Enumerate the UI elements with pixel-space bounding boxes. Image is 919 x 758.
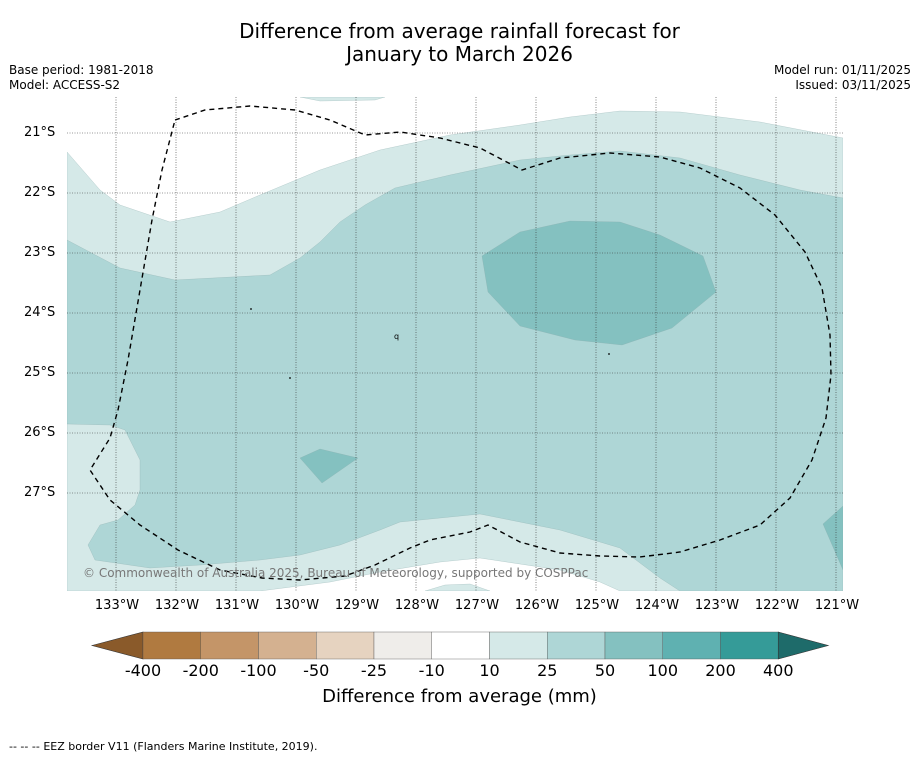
longitude-label: 128°W bbox=[394, 598, 440, 613]
latitude-label: 24°S bbox=[24, 305, 56, 320]
longitude-label: 129°W bbox=[334, 598, 380, 613]
contour-10-25-bottom bbox=[424, 583, 491, 591]
contour-50-100-small bbox=[299, 448, 359, 484]
base-period: Base period: 1981-2018 bbox=[9, 63, 154, 77]
copyright-text: © Commonwealth of Australia 2025, Bureau… bbox=[83, 566, 589, 580]
issued-date: Issued: 03/11/2025 bbox=[795, 78, 911, 92]
colorbar-swatch bbox=[431, 631, 490, 660]
colorbar-tick-label: 10 bbox=[479, 661, 500, 680]
longitude-label: 122°W bbox=[754, 598, 800, 613]
colorbar-tick-label: -50 bbox=[303, 661, 330, 680]
latitude-label: 26°S bbox=[24, 425, 56, 440]
colorbar-swatch bbox=[258, 631, 317, 660]
model-run: Model run: 01/11/2025 bbox=[773, 63, 911, 77]
longitude-label: 127°W bbox=[454, 598, 500, 613]
longitude-label: 123°W bbox=[694, 598, 740, 613]
colorbar-tick-label: 50 bbox=[594, 661, 616, 680]
speck-dot bbox=[608, 353, 610, 355]
map-title-line1: Difference from average rainfall forecas… bbox=[239, 19, 680, 43]
contour-10-25-top bbox=[299, 97, 386, 102]
colorbar bbox=[90, 631, 830, 660]
colorbar-title: Difference from average (mm) bbox=[322, 686, 597, 707]
latitude-label: 25°S bbox=[24, 365, 56, 380]
meta-left: Base period: 1981-2018 Model: ACCESS-S2 bbox=[9, 63, 154, 93]
graticule bbox=[67, 97, 843, 591]
latitude-label: 23°S bbox=[24, 245, 56, 260]
contour-50-100-edge bbox=[822, 505, 843, 571]
colorbar-swatch bbox=[604, 631, 663, 660]
colorbar-tick-label: -100 bbox=[240, 661, 277, 680]
colorbar-tick-label: -400 bbox=[124, 661, 162, 680]
colorbar-swatch bbox=[373, 631, 432, 660]
map-area: q bbox=[67, 97, 843, 591]
colorbar-swatch bbox=[142, 631, 201, 660]
colorbar-swatch bbox=[720, 631, 779, 660]
colorbar-tick-label: -200 bbox=[182, 661, 219, 680]
longitude-label: 124°W bbox=[634, 598, 680, 613]
longitude-label: 126°W bbox=[514, 598, 560, 613]
longitude-label: 133°W bbox=[94, 598, 140, 613]
map-title-line2: January to March 2026 bbox=[346, 42, 573, 66]
colorbar-swatch bbox=[547, 631, 606, 660]
colorbar-arrow-high bbox=[777, 631, 830, 660]
eez-legend-symbol: -- -- -- bbox=[9, 740, 40, 753]
speck-dot bbox=[289, 377, 291, 379]
latitude-label: 21°S bbox=[24, 125, 56, 140]
colorbar-tick-label: 25 bbox=[537, 661, 558, 680]
longitude-label: 131°W bbox=[214, 598, 260, 613]
longitude-label: 132°W bbox=[154, 598, 200, 613]
longitude-label: 125°W bbox=[574, 598, 620, 613]
colorbar-swatch bbox=[662, 631, 721, 660]
model-name: Model: ACCESS-S2 bbox=[9, 78, 121, 92]
longitude-label: 121°W bbox=[814, 598, 860, 613]
colorbar-tick-label: -25 bbox=[360, 661, 388, 680]
colorbar-tick-label: 200 bbox=[705, 661, 736, 680]
speck-dot bbox=[250, 308, 252, 310]
colorbar-swatch bbox=[200, 631, 259, 660]
eez-legend: -- -- -- EEZ border V11 (Flanders Marine… bbox=[9, 740, 317, 753]
longitude-label: 130°W bbox=[274, 598, 320, 613]
latitude-label: 22°S bbox=[24, 185, 56, 200]
latitude-label: 27°S bbox=[24, 485, 56, 500]
colorbar-swatch bbox=[316, 631, 375, 660]
eez-legend-text: EEZ border V11 (Flanders Marine Institut… bbox=[43, 740, 318, 753]
colorbar-swatch bbox=[489, 631, 548, 660]
colorbar-tick-label: 400 bbox=[762, 661, 794, 680]
colorbar-tick-label: 100 bbox=[647, 661, 679, 680]
colorbar-arrow-low bbox=[90, 631, 144, 660]
meta-right: Model run: 01/11/2025 Issued: 03/11/2025 bbox=[774, 63, 911, 93]
colorbar-tick-label: -10 bbox=[418, 661, 445, 680]
speck-marker: q bbox=[394, 332, 399, 341]
